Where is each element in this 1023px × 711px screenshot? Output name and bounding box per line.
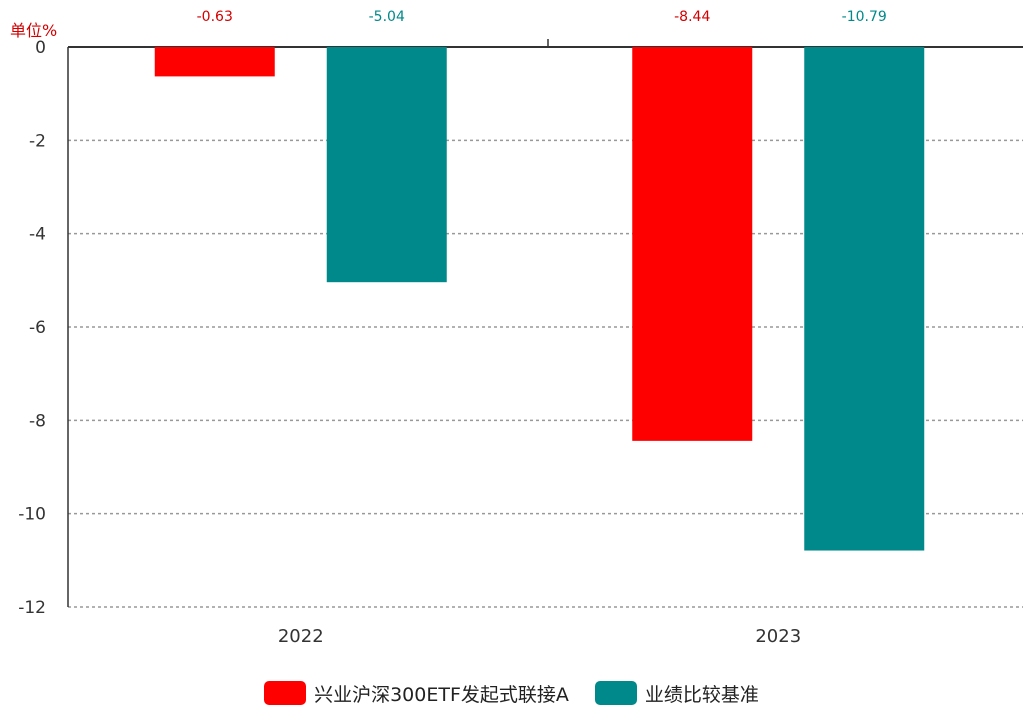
y-tick-label: -8 — [29, 411, 46, 431]
unit-label: 单位% — [10, 21, 58, 40]
bar-2022-fund — [154, 47, 275, 77]
x-tick-label: 2023 — [755, 626, 801, 647]
y-tick-label: -4 — [29, 225, 46, 245]
y-tick-label: -6 — [29, 318, 46, 338]
legend-swatch-benchmark — [594, 681, 637, 705]
data-label: -0.63 — [197, 9, 233, 25]
legend-swatch-fund — [264, 681, 307, 705]
legend-label-benchmark: 业绩比较基准 — [644, 683, 759, 706]
data-label: -5.04 — [369, 9, 405, 25]
data-labels: -0.63 -5.04 -8.44 -10.79 — [197, 9, 887, 25]
y-tick-label: 0 — [35, 38, 46, 58]
data-label: -8.44 — [674, 9, 710, 25]
bar-2023-fund — [632, 47, 753, 441]
y-tick-label: -10 — [18, 505, 46, 525]
x-tick-label: 2022 — [278, 626, 324, 647]
legend: 兴业沪深300ETF发起式联接A 业绩比较基准 — [0, 675, 1023, 711]
legend-label-fund: 兴业沪深300ETF发起式联接A — [314, 683, 569, 706]
legend-item-fund: 兴业沪深300ETF发起式联接A — [264, 680, 569, 707]
bar-2022-benchmark — [326, 47, 447, 283]
bars — [154, 47, 925, 551]
data-label: -10.79 — [842, 9, 887, 25]
y-tick-label: -12 — [18, 598, 46, 618]
legend-item-benchmark: 业绩比较基准 — [594, 680, 759, 707]
y-tick-label: -2 — [29, 131, 46, 151]
bar-2023-benchmark — [804, 47, 925, 551]
